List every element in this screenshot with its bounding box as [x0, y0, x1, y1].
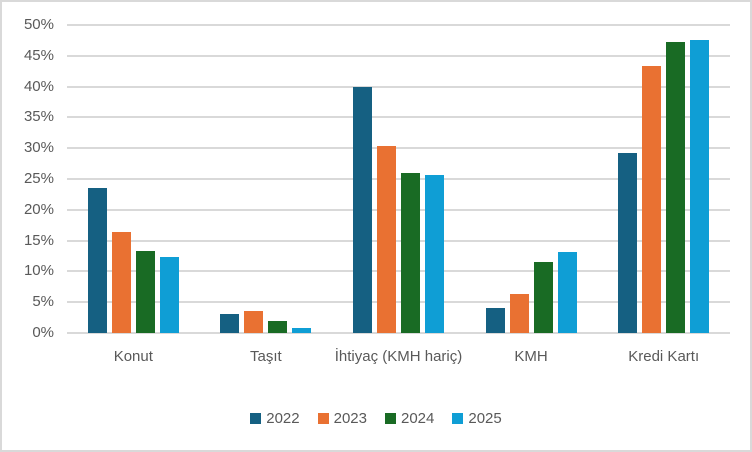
y-axis-label-50: 50% [23, 16, 54, 33]
gridline-5 [67, 301, 730, 304]
bar-2024-kmh [533, 262, 553, 333]
bar-2024-i-htiya-kmh-hari [401, 173, 420, 333]
x-axis-label-ta-t: Taşıt [250, 348, 282, 365]
legend-swatch-2025 [452, 413, 464, 424]
gridline-40 [67, 85, 730, 88]
y-axis-label-40: 40% [23, 77, 54, 95]
bar-2023-i-htiya-kmh-hari [377, 145, 396, 333]
gridline-50 [67, 24, 730, 26]
x-axis-label-kmh: KMH [514, 348, 548, 365]
y-axis-label-30: 30% [23, 139, 54, 157]
bar-2025-i-htiya-kmh-hari [425, 174, 444, 333]
legend-swatch-2022 [250, 413, 262, 424]
legend-swatch-2023 [317, 413, 329, 424]
legend-item-2024: 2024 [385, 410, 434, 427]
legend-item-2023: 2023 [317, 410, 367, 427]
gridline-30 [67, 147, 730, 150]
bar-2024-ta-t [268, 321, 288, 333]
bar-2023-kmh [509, 293, 529, 333]
y-axis-label-20: 20% [23, 200, 54, 218]
bar-2023-ta-t [244, 311, 264, 333]
y-axis-label-10: 10% [23, 262, 54, 280]
y-axis-label-0: 0% [32, 324, 54, 341]
bar-2022-ta-t [220, 313, 240, 333]
gridline-0 [67, 332, 730, 334]
legend-label-2023: 2023 [333, 410, 367, 427]
bar-2022-kredi-kart [618, 153, 638, 333]
x-axis-label-kredi-kart: Kredi Kartı [628, 348, 700, 365]
bar-2022-kmh [485, 307, 505, 333]
legend-label-2022: 2022 [266, 410, 300, 427]
y-axis-label-25: 25% [23, 170, 54, 187]
gridline-10 [67, 270, 730, 273]
gridline-20 [67, 208, 730, 211]
legend-item-2025: 2025 [452, 410, 502, 427]
x-axis: Konut Taşıt İhtiyaç (KMH hariç) KMH Kredi Ka… [67, 347, 730, 391]
bar-2023-kredi-kart [642, 66, 662, 333]
y-axis-label-35: 35% [23, 108, 54, 126]
bar-2024-konut [135, 251, 155, 333]
bar-2025-kredi-kart [690, 39, 710, 333]
plot-area [67, 24, 730, 334]
y-axis-label-45: 45% [23, 46, 54, 64]
x-axis-label-i-htiya-kmh-hari: İhtiyaç (KMH hariç) [334, 348, 463, 365]
bar-2024-kredi-kart [666, 41, 686, 333]
bar-2025-ta-t [292, 328, 312, 333]
bar-2025-konut [159, 257, 179, 333]
legend-label-2025: 2025 [468, 410, 502, 427]
x-axis-label-konut: Konut [113, 348, 153, 365]
gridline-35 [67, 116, 730, 119]
legend-item-2022: 2022 [250, 410, 300, 427]
legend-swatch-2024 [385, 413, 396, 424]
legend: 2022 2023 2024 2025 [2, 410, 750, 427]
bar-2022-i-htiya-kmh-hari [353, 87, 372, 333]
gridline-45 [67, 54, 730, 57]
y-axis-label-5: 5% [32, 293, 54, 311]
bar-2023-konut [111, 231, 131, 333]
bar-2025-kmh [557, 251, 577, 333]
bar-2022-konut [87, 188, 107, 333]
legend-label-2024: 2024 [401, 410, 435, 427]
gridline-25 [67, 178, 730, 180]
gridline-15 [67, 239, 730, 242]
y-axis-label-15: 15% [23, 231, 54, 249]
